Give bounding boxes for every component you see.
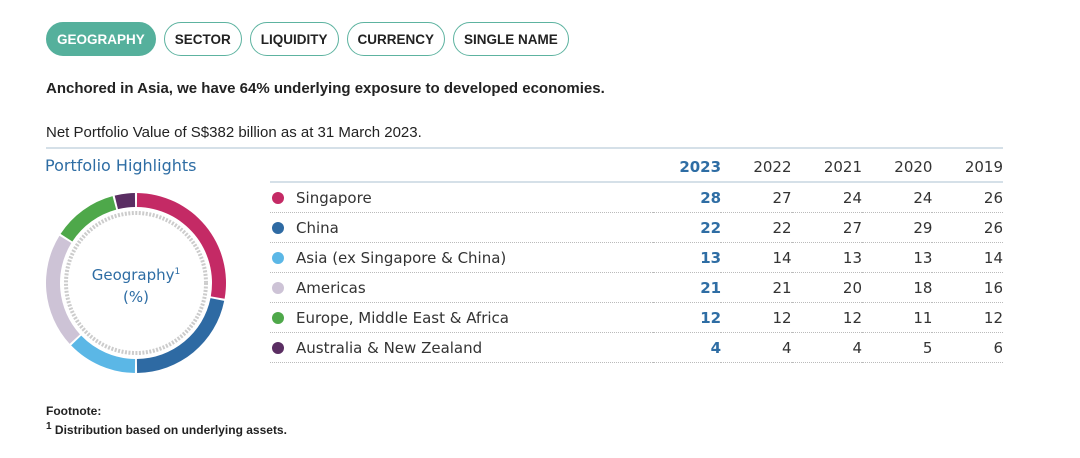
value-cell: 16 [932, 272, 1003, 303]
legend-dot-icon [272, 281, 284, 294]
row-label: Americas [270, 272, 653, 303]
value-cell: 4 [652, 332, 722, 363]
year-header: 2020 [862, 152, 933, 183]
value-cell: 12 [932, 302, 1003, 333]
tab-bar: GEOGRAPHY SECTOR LIQUIDITY CURRENCY SINGLE N… [46, 22, 569, 56]
region-name: China [296, 218, 339, 237]
donut-slice [136, 298, 225, 373]
donut-unit: (%) [123, 288, 149, 306]
legend-dot-icon [272, 251, 284, 264]
row-label: China [270, 212, 653, 243]
region-name: Europe, Middle East & Africa [296, 308, 509, 327]
footnote-sup: 1 [46, 421, 52, 432]
value-cell: 13 [862, 242, 933, 273]
value-cell: 21 [652, 272, 722, 303]
tab-sector[interactable]: SECTOR [163, 22, 242, 56]
region-name: Asia (ex Singapore & China) [296, 248, 507, 267]
donut-slice [114, 193, 136, 210]
headline: Anchored in Asia, we have 64% underlying… [46, 80, 605, 97]
legend-dot-icon [272, 311, 284, 324]
footnote: Footnote: 1 Distribution based on underl… [46, 404, 287, 438]
donut-title-sup: 1 [174, 267, 181, 277]
legend-dot-icon [272, 341, 284, 354]
footnote-text: Distribution based on underlying assets. [54, 423, 287, 437]
value-cell: 6 [932, 332, 1003, 363]
year-header: 2021 [791, 152, 862, 183]
tab-single-name[interactable]: SINGLE NAME [453, 22, 569, 56]
footnote-title: Footnote: [46, 404, 102, 418]
value-cell: 12 [652, 302, 722, 333]
value-cell: 14 [932, 242, 1003, 273]
table-row: Australia & New Zealand 4 4 4 5 6 [270, 332, 1003, 363]
value-cell: 28 [652, 182, 722, 213]
donut-title: Geography [91, 266, 175, 284]
donut-slice [60, 196, 117, 242]
value-cell: 11 [862, 302, 933, 333]
value-cell: 22 [652, 212, 722, 243]
value-cell: 21 [721, 272, 792, 303]
value-cell: 4 [791, 332, 862, 363]
value-cell: 14 [721, 242, 792, 273]
legend-dot-icon [272, 221, 284, 234]
value-cell: 18 [862, 272, 933, 303]
donut-chart [45, 193, 226, 373]
subtitle: Net Portfolio Value of S$382 billion as … [46, 124, 422, 141]
value-cell: 4 [721, 332, 792, 363]
table-row: Asia (ex Singapore & China) 13 14 13 13 14 [270, 242, 1003, 273]
year-header: 2023 [652, 152, 722, 183]
region-name: Australia & New Zealand [296, 338, 483, 357]
value-cell: 13 [791, 242, 862, 273]
year-header: 2019 [932, 152, 1003, 183]
value-cell: 24 [791, 182, 862, 213]
value-cell: 24 [862, 182, 933, 213]
row-label: Australia & New Zealand [270, 332, 653, 363]
table-row: Singapore 28 27 24 24 26 [270, 182, 1003, 213]
value-cell: 26 [932, 212, 1003, 243]
divider [46, 147, 1003, 149]
region-name: Singapore [296, 188, 372, 207]
legend-dot-icon [272, 191, 284, 204]
row-label: Europe, Middle East & Africa [270, 302, 653, 333]
value-cell: 12 [721, 302, 792, 333]
value-cell: 20 [791, 272, 862, 303]
tab-currency[interactable]: CURRENCY [346, 22, 446, 56]
geography-table: 2023 2022 2021 2020 2019 Singapore 28 27 24 24 26 C… [270, 152, 1003, 363]
table-row: Americas 21 21 20 18 16 [270, 272, 1003, 303]
donut-slice [45, 235, 80, 344]
value-cell: 12 [791, 302, 862, 333]
table-row: China 22 22 27 29 26 [270, 212, 1003, 243]
tab-liquidity[interactable]: LIQUIDITY [249, 22, 339, 56]
value-cell: 29 [862, 212, 933, 243]
value-cell: 26 [932, 182, 1003, 213]
donut-inner-ring [64, 211, 208, 355]
tab-geography[interactable]: GEOGRAPHY [46, 22, 156, 56]
value-cell: 22 [721, 212, 792, 243]
donut-slice [136, 193, 226, 299]
donut-slice [71, 335, 136, 373]
year-header: 2022 [721, 152, 792, 183]
portfolio-highlights-title: Portfolio Highlights [45, 156, 197, 175]
value-cell: 27 [721, 182, 792, 213]
value-cell: 5 [862, 332, 933, 363]
donut-center-label: Geography1 (%) [66, 261, 206, 308]
row-label: Asia (ex Singapore & China) [270, 242, 653, 273]
row-label: Singapore [270, 182, 653, 213]
value-cell: 13 [652, 242, 722, 273]
value-cell: 27 [791, 212, 862, 243]
region-name: Americas [296, 278, 366, 297]
table-row: Europe, Middle East & Africa 12 12 12 11 12 [270, 302, 1003, 333]
